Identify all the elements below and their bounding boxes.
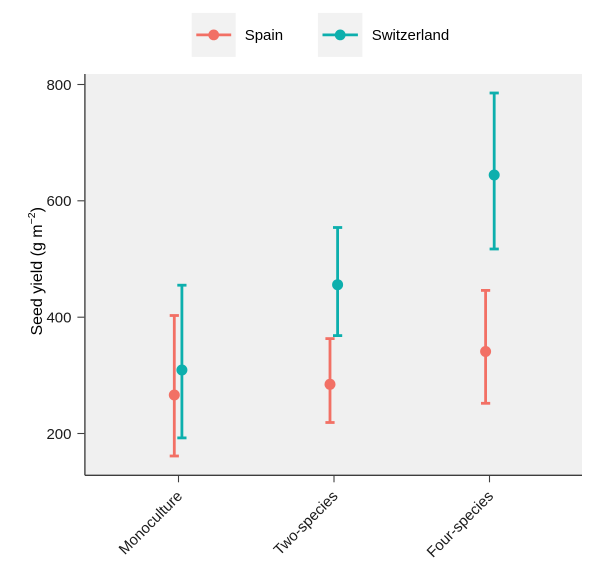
svg-text:200: 200: [46, 426, 71, 443]
svg-text:400: 400: [46, 310, 71, 327]
svg-text:Seed yield (g m−2): Seed yield (g m−2): [26, 207, 46, 335]
svg-text:800: 800: [46, 77, 71, 94]
svg-text:600: 600: [46, 193, 71, 210]
svg-text:Switzerland: Switzerland: [372, 27, 450, 44]
svg-text:Spain: Spain: [245, 27, 283, 44]
